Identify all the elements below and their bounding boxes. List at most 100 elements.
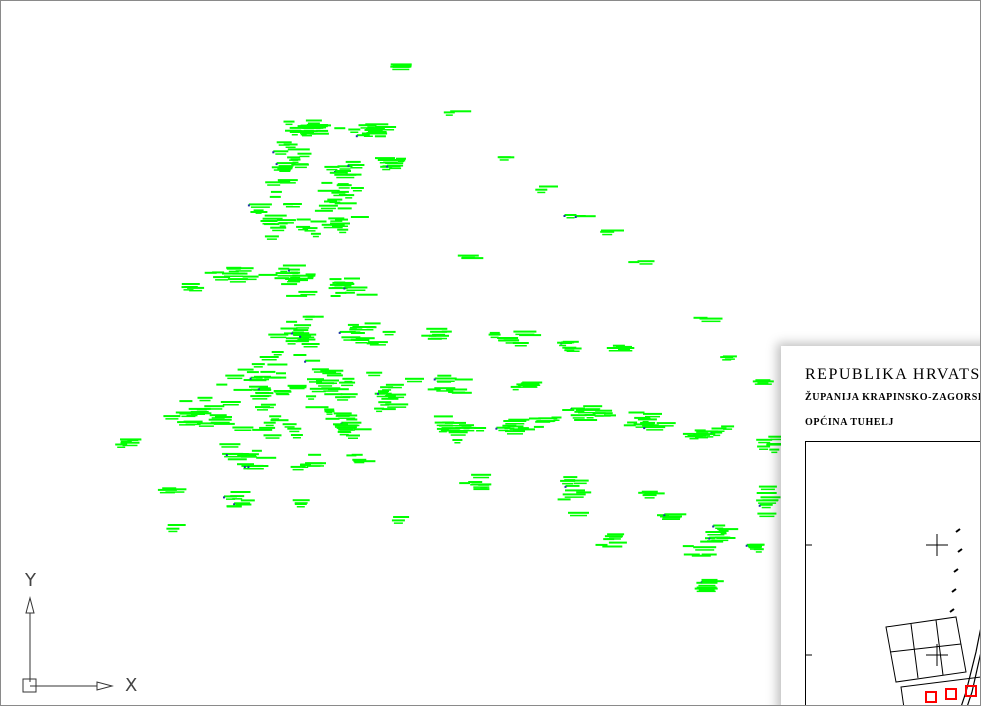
survey-point-label: [300, 464, 311, 466]
survey-point-label: [259, 426, 276, 429]
survey-point-label: [181, 283, 200, 288]
survey-point-label: [225, 453, 249, 458]
survey-point-label: [565, 489, 585, 492]
survey-point-label: [628, 411, 645, 414]
survey-point-label: [336, 184, 352, 189]
survey-point-label: [321, 387, 341, 392]
survey-point-label: [276, 219, 296, 224]
survey-point-label: [286, 320, 298, 323]
survey-point-label: [297, 152, 312, 158]
survey-point-label: [292, 499, 310, 504]
survey-point-label: [274, 390, 292, 396]
survey-point-label: [696, 430, 719, 433]
survey-point-label: [308, 124, 331, 127]
survey-point-label: [191, 413, 205, 415]
survey-point-label: [374, 135, 386, 138]
survey-point-label: [683, 553, 700, 556]
survey-point-label: [608, 541, 627, 544]
survey-point-label: [225, 374, 245, 380]
survey-point-label: [216, 383, 228, 386]
survey-point-label: [301, 126, 316, 132]
survey-point-label: [391, 519, 405, 524]
survey-point-label: [287, 427, 302, 433]
survey-point-label: [512, 342, 529, 347]
survey-point-label: [163, 488, 187, 493]
survey-point-label: [240, 499, 255, 502]
survey-point-label: [263, 421, 276, 427]
survey-point-label: [334, 202, 357, 205]
survey-point-label: [222, 272, 245, 277]
survey-point-label: [242, 275, 259, 281]
survey-point-label: [265, 181, 283, 186]
survey-point-label: [237, 454, 257, 457]
survey-point-label: [693, 316, 708, 319]
survey-point-label: [641, 490, 658, 496]
survey-point-label: [263, 434, 282, 439]
survey-point-label: [306, 462, 323, 467]
survey-point-label: [662, 516, 681, 519]
survey-point-label: [298, 333, 317, 339]
survey-point-label: [522, 381, 543, 386]
survey-point-label: [366, 342, 379, 345]
survey-point-label: [535, 188, 548, 194]
survey-point-label: [324, 410, 335, 415]
survey-point-label: [235, 503, 252, 506]
survey-point-label: [604, 414, 616, 417]
survey-point-label: [187, 286, 205, 292]
survey-point-label: [264, 214, 287, 217]
survey-point-label: [377, 391, 388, 395]
survey-point-label: [643, 426, 666, 431]
survey-point-label: [513, 428, 535, 431]
survey-point-label: [299, 334, 312, 340]
survey-point-label: [696, 586, 717, 591]
survey-point-label: [365, 123, 389, 128]
survey-point-label: [163, 415, 181, 420]
survey-point-label: [328, 217, 345, 222]
survey-point-label: [259, 356, 279, 361]
survey-point-label: [434, 421, 446, 427]
layout-sheet[interactable]: REPUBLIKA HRVATSKA ŽUPANIJA KRAPINSKO-ZA…: [781, 346, 980, 705]
survey-point-label: [355, 337, 375, 340]
survey-point-label: [705, 531, 727, 536]
survey-point-label: [232, 426, 254, 431]
survey-point-label: [166, 527, 180, 533]
survey-point-label: [574, 215, 586, 218]
survey-point-label: [721, 425, 735, 430]
survey-point-label: [712, 524, 726, 529]
survey-point-label: [577, 408, 592, 411]
survey-point-label: [508, 418, 530, 421]
survey-point-label: [338, 330, 356, 334]
survey-point-label: [346, 454, 357, 457]
survey-point-label: [292, 163, 309, 169]
survey-point-label: [366, 371, 383, 377]
survey-point-label: [321, 223, 345, 229]
survey-point-label: [317, 189, 340, 192]
survey-point-label: [290, 158, 301, 164]
survey-point-label: [562, 493, 586, 498]
survey-point-label: [197, 396, 213, 402]
survey-point-label: [696, 432, 709, 437]
sheet-map-frame: [805, 441, 980, 705]
survey-point-label: [507, 425, 524, 430]
survey-point-label: [204, 271, 217, 274]
survey-point-label: [249, 379, 267, 382]
survey-point-label: [344, 291, 355, 294]
survey-point-label: [557, 498, 571, 501]
survey-point-label: [306, 395, 317, 400]
survey-point-label: [343, 286, 368, 291]
survey-point-label: [331, 191, 346, 197]
survey-point-label: [350, 187, 364, 192]
survey-point-label: [277, 179, 298, 184]
survey-point-label: [557, 341, 569, 347]
survey-point-label: [443, 111, 455, 116]
survey-point-label: [292, 274, 316, 280]
survey-point-label: [341, 336, 361, 341]
survey-point-label: [505, 430, 525, 435]
survey-point-label: [421, 334, 437, 337]
survey-point-label: [333, 423, 348, 428]
survey-point-label: [253, 209, 264, 214]
survey-point-label: [426, 327, 448, 330]
survey-point-label: [115, 443, 128, 448]
survey-point-label: [302, 315, 315, 321]
